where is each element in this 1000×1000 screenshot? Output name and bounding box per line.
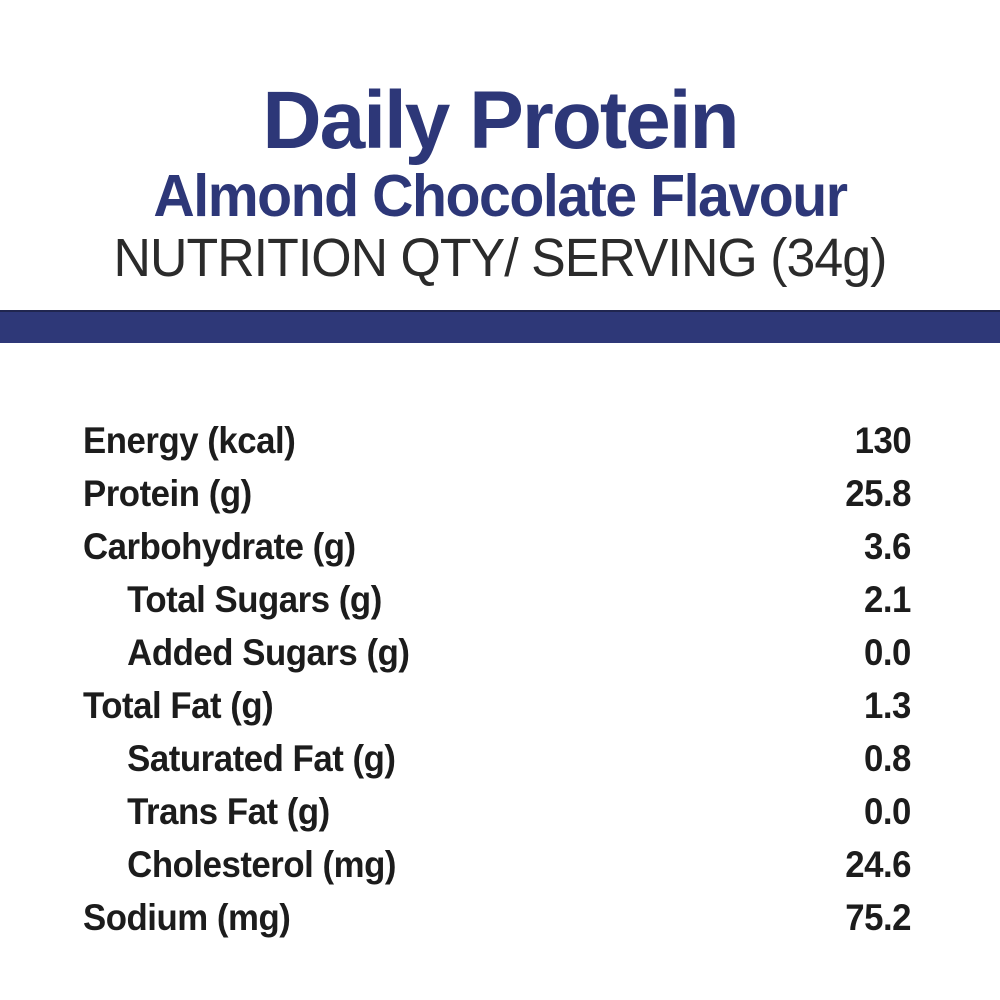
nutrient-label: Energy (kcal): [83, 420, 296, 461]
nutrient-label: Protein (g): [83, 473, 252, 514]
nutrient-label: Added Sugars (g): [127, 632, 410, 673]
nutrient-value: 0.8: [864, 738, 911, 779]
table-row: Total Fat (g) 1.3: [83, 679, 911, 732]
table-row: Added Sugars (g) 0.0: [83, 626, 911, 679]
nutrient-label: Total Fat (g): [83, 685, 274, 726]
nutrient-label: Trans Fat (g): [127, 791, 330, 832]
nutrient-value: 0.0: [864, 791, 911, 832]
table-row: Trans Fat (g) 0.0: [83, 785, 911, 838]
divider-bar: [0, 310, 1000, 343]
nutrient-value: 24.6: [845, 844, 911, 885]
serving-heading: NUTRITION QTY/ SERVING (34g): [113, 228, 888, 288]
nutrient-label: Sodium (mg): [83, 897, 291, 938]
table-row: Carbohydrate (g) 3.6: [83, 520, 911, 573]
nutrient-label: Cholesterol (mg): [127, 844, 396, 885]
nutrition-table: Energy (kcal) 130 Protein (g) 25.8 Carbo…: [83, 414, 911, 944]
nutrient-value: 75.2: [845, 897, 911, 938]
table-row: Cholesterol (mg) 24.6: [83, 838, 911, 891]
table-row: Saturated Fat (g) 0.8: [83, 732, 911, 785]
nutrient-value: 0.0: [864, 632, 911, 673]
product-title: Daily Protein: [262, 75, 739, 166]
nutrient-value: 130: [854, 420, 911, 461]
table-row: Sodium (mg) 75.2: [83, 891, 911, 944]
nutrient-label: Total Sugars (g): [127, 579, 382, 620]
nutrient-label: Carbohydrate (g): [83, 526, 356, 567]
nutrient-label: Saturated Fat (g): [127, 738, 396, 779]
flavour-subtitle: Almond Chocolate Flavour: [153, 163, 848, 229]
nutrient-value: 2.1: [864, 579, 911, 620]
table-row: Energy (kcal) 130: [83, 414, 911, 467]
nutrient-value: 3.6: [864, 526, 911, 567]
nutrient-value: 25.8: [845, 473, 911, 514]
table-row: Total Sugars (g) 2.1: [83, 573, 911, 626]
nutrient-value: 1.3: [864, 685, 911, 726]
table-row: Protein (g) 25.8: [83, 467, 911, 520]
